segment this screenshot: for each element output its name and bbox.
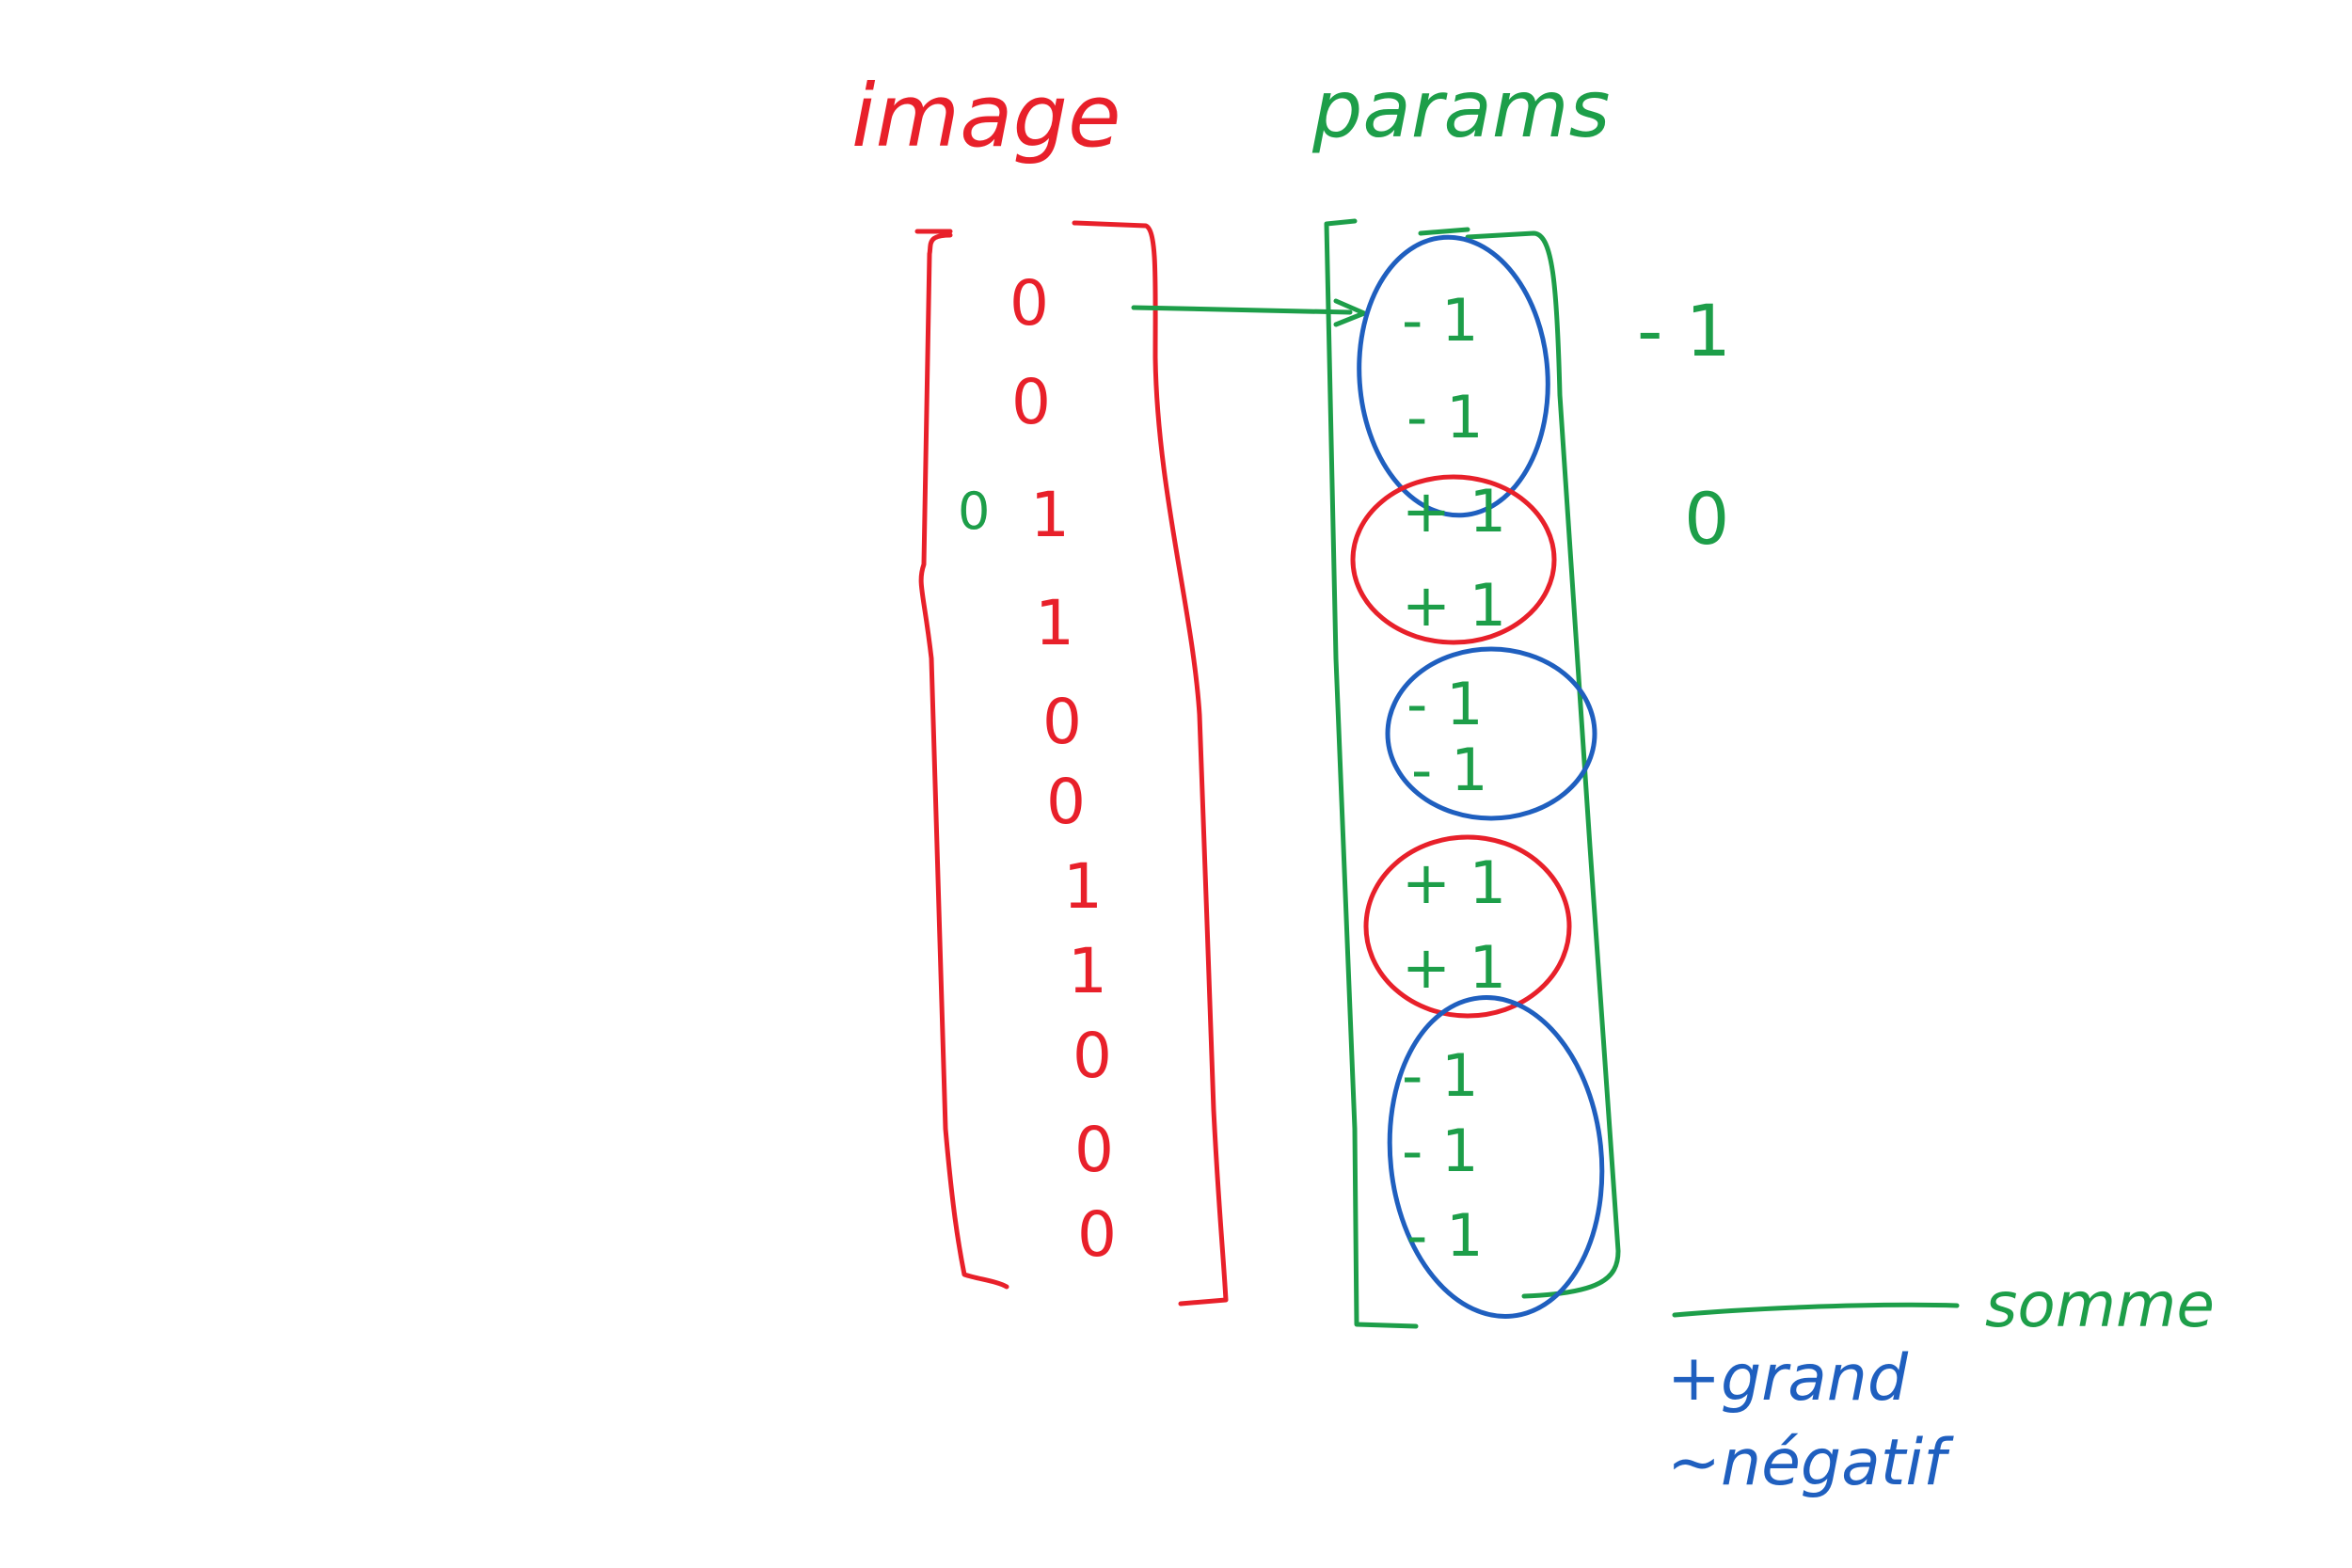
note-line-1: +grand — [1667, 1341, 1909, 1416]
param-value: - 1 — [1406, 1201, 1484, 1270]
param-value: + 1 — [1402, 848, 1506, 917]
param-groups — [1350, 234, 1605, 1319]
group-ellipse-negative — [1357, 234, 1550, 518]
group-result-1: - 1 — [1637, 289, 1731, 372]
image-value: 1 — [1063, 850, 1103, 923]
params-vector-box — [1324, 218, 1621, 1329]
param-value: + 1 — [1402, 571, 1506, 640]
image-value: 1 — [1068, 935, 1107, 1007]
group-ellipse-negative — [1387, 995, 1605, 1319]
group-ellipse-negative — [1385, 646, 1597, 821]
image-vector-values: 0 0 1 1 0 0 1 1 0 0 0 — [1009, 267, 1117, 1271]
params-title: params — [1311, 63, 1610, 155]
sum-underline — [1672, 1302, 1960, 1318]
image-value: 0 — [1077, 1198, 1117, 1271]
image-value: 0 — [1046, 766, 1086, 838]
group-result-2: 0 — [1684, 477, 1729, 561]
image-value: 0 — [1074, 1114, 1114, 1186]
group-ellipse-positive — [1363, 834, 1572, 1019]
param-value: + 1 — [1402, 477, 1506, 546]
group-ellipse-positive — [1350, 474, 1557, 645]
side-zero-annotation: 0 — [958, 482, 990, 541]
image-value: 0 — [1042, 686, 1082, 758]
image-value: 0 — [1011, 366, 1051, 438]
sum-label: somme — [1985, 1269, 2215, 1341]
image-vector-bracket — [914, 220, 1229, 1307]
param-value: + 1 — [1402, 933, 1506, 1002]
note-line-2: ~négatif — [1667, 1426, 1954, 1500]
param-value: - 1 — [1411, 736, 1488, 804]
params-vector-values: - 1- 1+ 1+ 1- 1- 1+ 1+ 1- 1- 1- 1 — [1402, 286, 1506, 1270]
image-value: 1 — [1030, 479, 1070, 551]
param-value: - 1 — [1406, 383, 1484, 451]
param-value: - 1 — [1402, 1041, 1479, 1110]
dot-product-arrow — [1131, 298, 1367, 327]
image-value: 1 — [1035, 587, 1074, 659]
param-value: - 1 — [1402, 286, 1479, 355]
image-title: image — [851, 66, 1121, 166]
param-value: - 1 — [1406, 670, 1484, 738]
image-value: 0 — [1009, 267, 1049, 340]
param-value: - 1 — [1402, 1117, 1479, 1185]
image-value: 0 — [1073, 1020, 1112, 1092]
